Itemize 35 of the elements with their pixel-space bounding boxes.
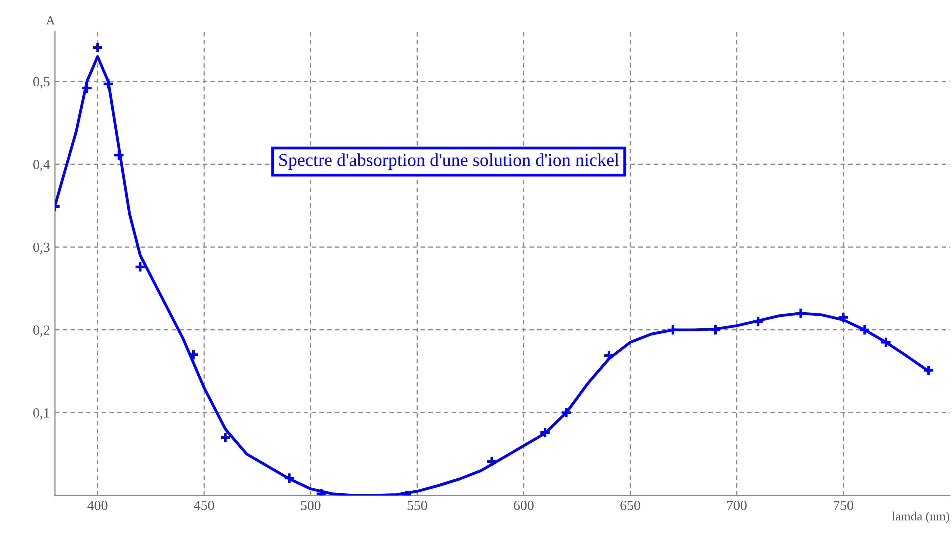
point <box>284 472 296 484</box>
y-tick-label: 0,1 <box>34 408 50 420</box>
point <box>838 312 850 324</box>
x-tick-label: 650 <box>620 500 640 510</box>
point <box>102 78 114 90</box>
x-tick-label: 400 <box>88 500 108 510</box>
point <box>922 364 935 377</box>
point <box>710 324 722 336</box>
x-tick-label: 750 <box>834 500 854 510</box>
point <box>752 316 764 328</box>
y-tick-label: 0,3 <box>34 242 50 254</box>
x-tick-label: 600 <box>514 500 534 510</box>
point <box>113 149 126 162</box>
point <box>134 261 146 274</box>
text: Spectre d'absorption d'une solution d'ion nickel <box>280 154 620 170</box>
point <box>81 82 94 94</box>
point <box>220 432 232 444</box>
point <box>539 426 552 439</box>
point <box>667 324 680 336</box>
point <box>486 456 498 468</box>
point <box>560 406 572 419</box>
point <box>92 42 104 54</box>
point <box>188 349 200 361</box>
x-axis-title: lamda (nm) <box>892 512 950 524</box>
y-tick-label: 0,2 <box>34 326 50 338</box>
x-tick-label: 700 <box>728 500 747 510</box>
y-tick-label: 0,4 <box>34 160 50 172</box>
point <box>858 324 871 336</box>
x-tick-label: 450 <box>194 500 214 510</box>
x-tick-label: 500 <box>301 500 321 510</box>
x-tick-label: 550 <box>408 500 428 510</box>
y-tick-label: 0,5 <box>34 77 50 89</box>
point <box>795 308 807 320</box>
point <box>880 336 892 348</box>
y-axis-title: A <box>46 16 56 25</box>
